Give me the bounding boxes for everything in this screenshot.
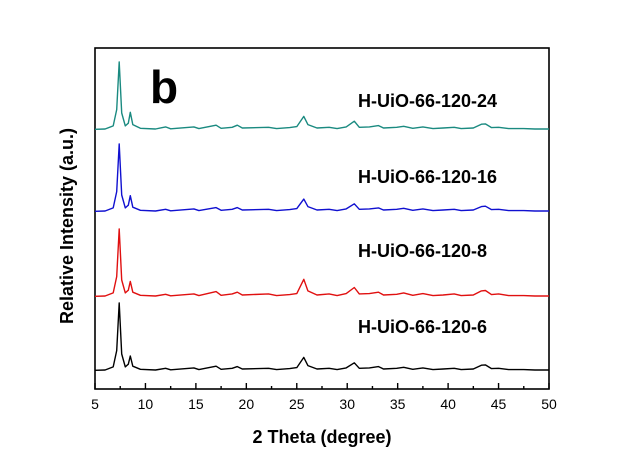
y-axis-label: Relative Intensity (a.u.) (57, 128, 77, 324)
x-tick-label-10: 10 (138, 396, 154, 412)
x-axis-ticks: 5 10 15 20 25 30 35 40 45 50 (91, 383, 557, 412)
series-line-H-UiO-66-120-6 (94, 302, 549, 371)
series-line-H-UiO-66-120-24 (94, 61, 549, 130)
x-tick-label-20: 20 (239, 396, 255, 412)
x-axis-label: 2 Theta (degree) (252, 427, 391, 447)
series-labels: H-UiO-66-120-24 H-UiO-66-120-16 H-UiO-66-1… (358, 91, 497, 337)
x-tick-label-25: 25 (289, 396, 305, 412)
series-label-H-UiO-66-120-24: H-UiO-66-120-24 (358, 91, 497, 111)
x-tick-label-35: 35 (390, 396, 406, 412)
series-line-H-UiO-66-120-16 (94, 143, 549, 212)
series-line-H-UiO-66-120-8 (94, 228, 549, 297)
series-label-H-UiO-66-120-8: H-UiO-66-120-8 (358, 241, 487, 261)
series-traces (94, 61, 549, 371)
x-tick-label-40: 40 (440, 396, 456, 412)
x-tick-label-15: 15 (188, 396, 204, 412)
panel-label: b (150, 61, 178, 113)
x-tick-label-50: 50 (541, 396, 557, 412)
x-tick-label-45: 45 (491, 396, 507, 412)
x-tick-label-30: 30 (339, 396, 355, 412)
x-tick-label-5: 5 (91, 396, 99, 412)
series-label-H-UiO-66-120-16: H-UiO-66-120-16 (358, 167, 497, 187)
series-label-H-UiO-66-120-6: H-UiO-66-120-6 (358, 317, 487, 337)
